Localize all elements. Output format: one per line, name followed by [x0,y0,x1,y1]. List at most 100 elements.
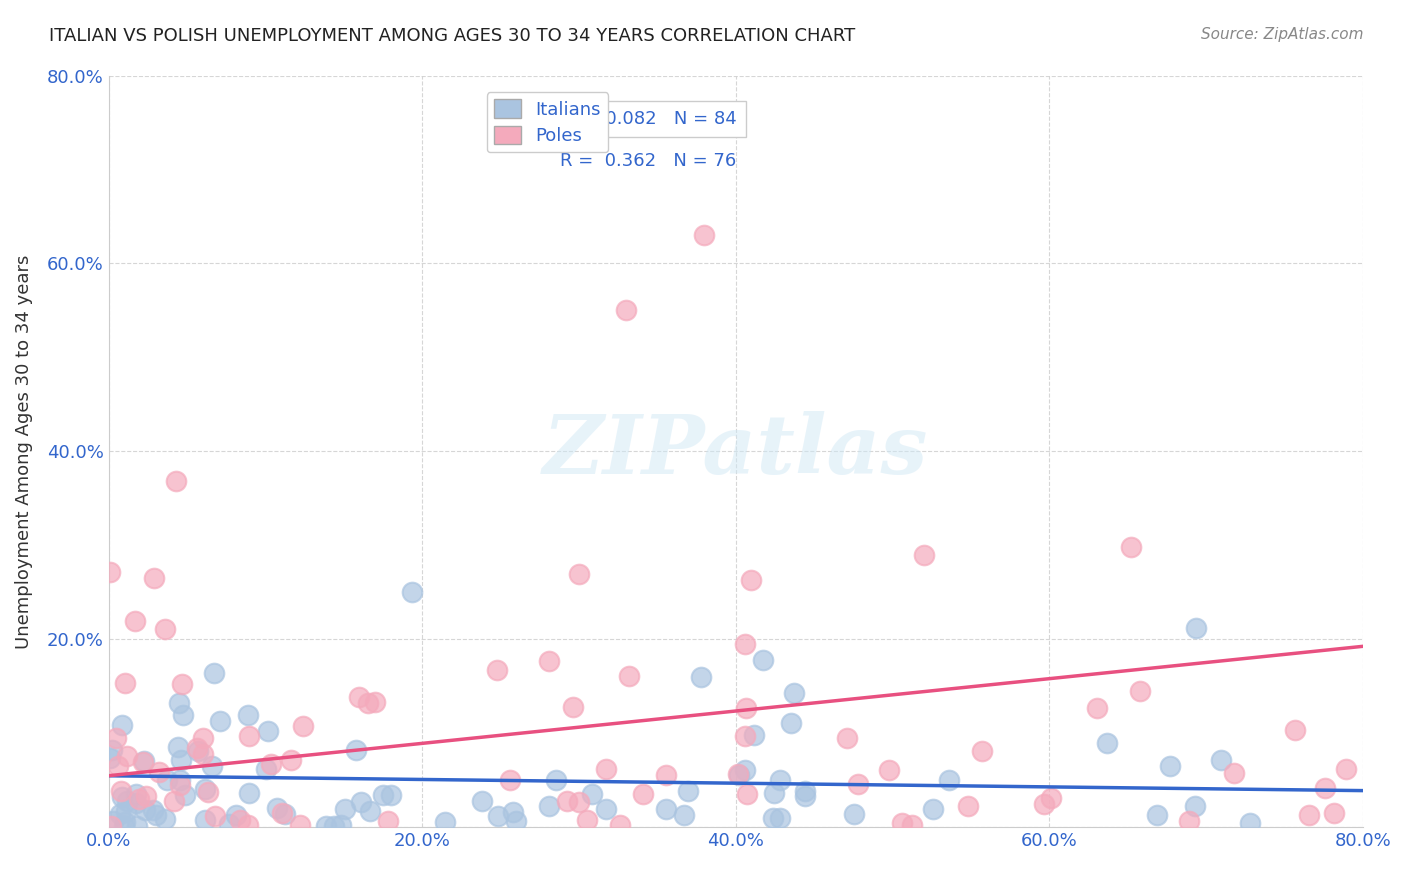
Point [323,819,346,833]
Point [631,787,654,801]
Text: Source: ZipAtlas.com: Source: ZipAtlas.com [1201,27,1364,42]
Point [225,808,247,822]
Point [359,804,381,818]
Point [900,818,922,832]
Point [98,751,121,765]
Point [502,805,524,819]
Point [105,731,128,745]
Point [769,773,792,788]
Point [1239,816,1261,830]
Point [1223,765,1246,780]
Point [676,784,699,798]
Point [655,802,678,816]
Point [148,765,170,780]
Point [124,787,146,801]
Point [728,768,751,782]
Point [344,743,367,757]
Point [783,686,806,700]
Point [357,696,380,710]
Point [229,813,252,827]
Point [1177,814,1199,829]
Point [169,778,191,792]
Point [890,816,912,830]
Point [172,677,194,691]
Point [486,808,509,822]
Point [377,814,399,828]
Point [112,819,135,833]
Point [315,820,337,834]
Point [128,791,150,805]
Point [1298,807,1320,822]
Point [349,690,371,705]
Point [172,708,194,723]
Point [877,764,900,778]
Point [238,730,260,744]
Point [1323,806,1346,821]
Point [1184,621,1206,635]
Point [350,795,373,809]
Point [434,814,457,829]
Point [333,802,356,816]
Point [329,818,352,832]
Point [1039,791,1062,805]
Point [153,622,176,636]
Point [110,784,132,798]
Point [174,788,197,802]
Point [1085,701,1108,715]
Point [735,787,758,801]
Point [912,548,935,562]
Point [762,811,785,825]
Point [165,474,187,488]
Point [1334,762,1357,776]
Point [156,772,179,787]
Point [1184,798,1206,813]
Point [380,788,402,802]
Point [581,787,603,801]
Point [124,614,146,628]
Point [201,759,224,773]
Legend: Italians, Poles: Italians, Poles [486,92,609,153]
Point [194,813,217,827]
Point [162,794,184,808]
Point [1033,797,1056,811]
Point [842,807,865,822]
Point [125,796,148,810]
Point [401,585,423,599]
Text: ITALIAN VS POLISH UNEMPLOYMENT AMONG AGES 30 TO 34 YEARS CORRELATION CHART: ITALIAN VS POLISH UNEMPLOYMENT AMONG AGE… [49,27,855,45]
Point [194,781,217,796]
Point [595,802,617,816]
Point [134,754,156,768]
Point [734,729,756,743]
Point [654,768,676,782]
Point [1121,541,1143,555]
Point [780,715,803,730]
Point [485,663,508,677]
Point [734,764,756,778]
Point [499,773,522,788]
Point [238,708,260,723]
Point [167,740,190,755]
Point [846,777,869,791]
Point [794,789,817,803]
Point [1284,723,1306,737]
Point [145,808,167,822]
Point [169,753,191,767]
Point [595,762,617,776]
Point [1315,780,1337,795]
Point [142,571,165,585]
Point [742,728,765,742]
Point [373,789,395,803]
Point [132,756,155,770]
Point [142,803,165,817]
Point [288,817,311,831]
Point [1095,736,1118,750]
Point [257,723,280,738]
Point [125,819,148,833]
Point [169,772,191,787]
Point [238,817,260,831]
Point [197,785,219,799]
Point [187,744,209,758]
Point [155,812,177,826]
Point [134,803,156,817]
Point [956,798,979,813]
